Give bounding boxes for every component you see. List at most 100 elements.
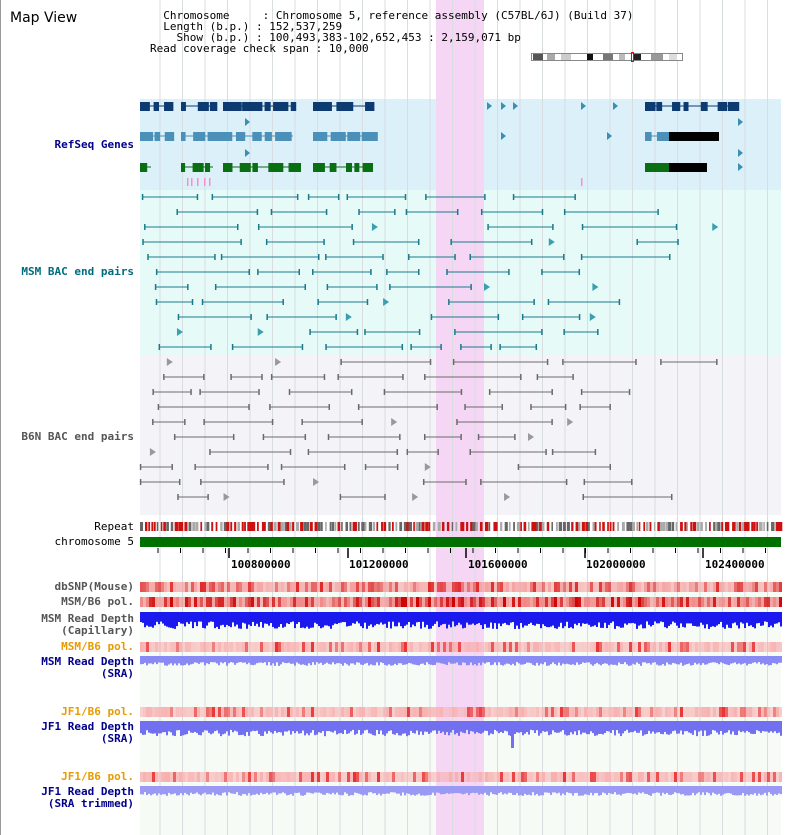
pol-heat-cell [227, 582, 230, 592]
read-depth-bar [284, 656, 286, 663]
repeat-mark [428, 522, 431, 531]
read-depth-bar [424, 721, 426, 732]
pol-heat-cell [275, 642, 278, 652]
pol-heat-cell [737, 707, 740, 717]
msm-pol-cap-label[interactable]: MSM/B6 pol. [61, 595, 134, 608]
pol-heat-cell [359, 772, 362, 782]
read-depth-bar [776, 721, 778, 734]
pol-heat-cell [695, 642, 698, 652]
read-depth-bar [774, 612, 776, 624]
read-depth-bar [446, 721, 448, 733]
read-depth-bar [248, 721, 250, 736]
read-depth-bar [538, 721, 540, 736]
read-depth-bar [670, 612, 672, 625]
jf1-depth-trim-label[interactable]: JF1 Read Depth (SRA trimmed) [41, 785, 134, 810]
read-depth-bar [226, 721, 228, 732]
b6n-bac-track-label[interactable]: B6N BAC end pairs [21, 430, 134, 443]
read-depth-bar [374, 612, 376, 626]
pol-heat-cell [608, 707, 611, 717]
pol-heat-cell [713, 642, 716, 652]
msm-depth-sra-label[interactable]: MSM Read Depth (SRA) [41, 655, 134, 680]
read-depth-bar [532, 721, 534, 731]
read-depth-bar [638, 656, 640, 664]
read-depth-bar [484, 656, 486, 664]
pol-heat-cell [266, 707, 269, 717]
msm-pol-sra-label[interactable]: MSM/B6 pol. [61, 640, 134, 653]
pol-heat-cell [554, 582, 557, 592]
read-depth-bar [706, 721, 708, 736]
read-depth-bar [404, 721, 406, 734]
read-depth-bar [222, 612, 224, 625]
msm-depth-cap-label[interactable]: MSM Read Depth (Capillary) [41, 612, 134, 637]
pol-heat-cell [743, 707, 746, 717]
read-depth-bar [256, 721, 258, 731]
jf1-depth-label[interactable]: JF1 Read Depth (SRA) [41, 720, 134, 745]
pol-heat-cell [455, 597, 458, 607]
read-depth-bar [636, 656, 638, 663]
pol-heat-cell [263, 707, 266, 717]
read-depth-bar [464, 786, 466, 794]
dbsnp-track-label[interactable]: dbSNP(Mouse) [54, 580, 134, 593]
gene-exon [313, 163, 325, 172]
pol-heat-cell [356, 707, 359, 717]
gene-exon [645, 102, 656, 111]
read-depth-bar [204, 656, 206, 666]
read-depth-bar [320, 721, 322, 733]
pol-heat-cell [716, 597, 719, 607]
pol-heat-cell [338, 642, 341, 652]
read-depth-bar [236, 721, 238, 732]
pol-heat-cell [740, 642, 743, 652]
chromosome-track-label[interactable]: chromosome 5 [54, 535, 134, 548]
read-depth-bar [596, 656, 598, 663]
pol-heat-cell [767, 707, 770, 717]
jf1-pol-label[interactable]: JF1/B6 pol. [61, 705, 134, 718]
pol-heat-cell [410, 582, 413, 592]
pol-heat-cell [692, 772, 695, 782]
pol-heat-cell [410, 597, 413, 607]
pol-heat-cell [695, 772, 698, 782]
pol-heat-cell [437, 707, 440, 717]
read-depth-bar [282, 656, 284, 663]
read-depth-bar [298, 612, 300, 623]
read-depth-bar [462, 786, 464, 795]
read-depth-bar [622, 656, 624, 665]
repeat-track-label[interactable]: Repeat [94, 520, 134, 533]
pol-heat-cell [692, 642, 695, 652]
read-depth-bar [428, 612, 430, 629]
read-depth-bar [566, 612, 568, 622]
pol-heat-cell [497, 707, 500, 717]
pol-heat-cell [248, 597, 251, 607]
read-depth-bar [422, 656, 424, 664]
read-depth-bar [380, 721, 382, 731]
pol-heat-cell [734, 772, 737, 782]
chromosome-ideogram[interactable] [531, 52, 683, 62]
read-depth-bar [414, 786, 416, 796]
pol-heat-cell [569, 772, 572, 782]
pol-heat-cell [647, 582, 650, 592]
pol-heat-cell [275, 772, 278, 782]
refseq-track-label[interactable]: RefSeq Genes [54, 138, 134, 151]
read-depth-bar [620, 786, 622, 796]
read-depth-bar [312, 786, 314, 794]
pol-heat-cell [551, 707, 554, 717]
pol-heat-cell [176, 707, 179, 717]
pol-heat-cell [749, 707, 752, 717]
read-depth-bar [706, 656, 708, 665]
read-depth-bar [244, 656, 246, 663]
pol-heat-cell [194, 642, 197, 652]
pol-heat-cell [224, 597, 227, 607]
read-depth-bar [466, 721, 468, 730]
read-depth-bar [288, 656, 290, 663]
pol-heat-cell [674, 772, 677, 782]
read-depth-bar [232, 656, 234, 663]
pol-heat-cell [179, 772, 182, 782]
gene-arrow [487, 102, 492, 110]
read-depth-bar [604, 786, 606, 794]
pol-heat-cell [383, 707, 386, 717]
msm-bac-track-label[interactable]: MSM BAC end pairs [21, 265, 134, 278]
read-depth-bar [172, 721, 174, 736]
read-depth-bar [498, 721, 500, 734]
pol-heat-cell [326, 642, 329, 652]
jf1-pol-trim-label[interactable]: JF1/B6 pol. [61, 770, 134, 783]
pol-heat-cell [530, 597, 533, 607]
